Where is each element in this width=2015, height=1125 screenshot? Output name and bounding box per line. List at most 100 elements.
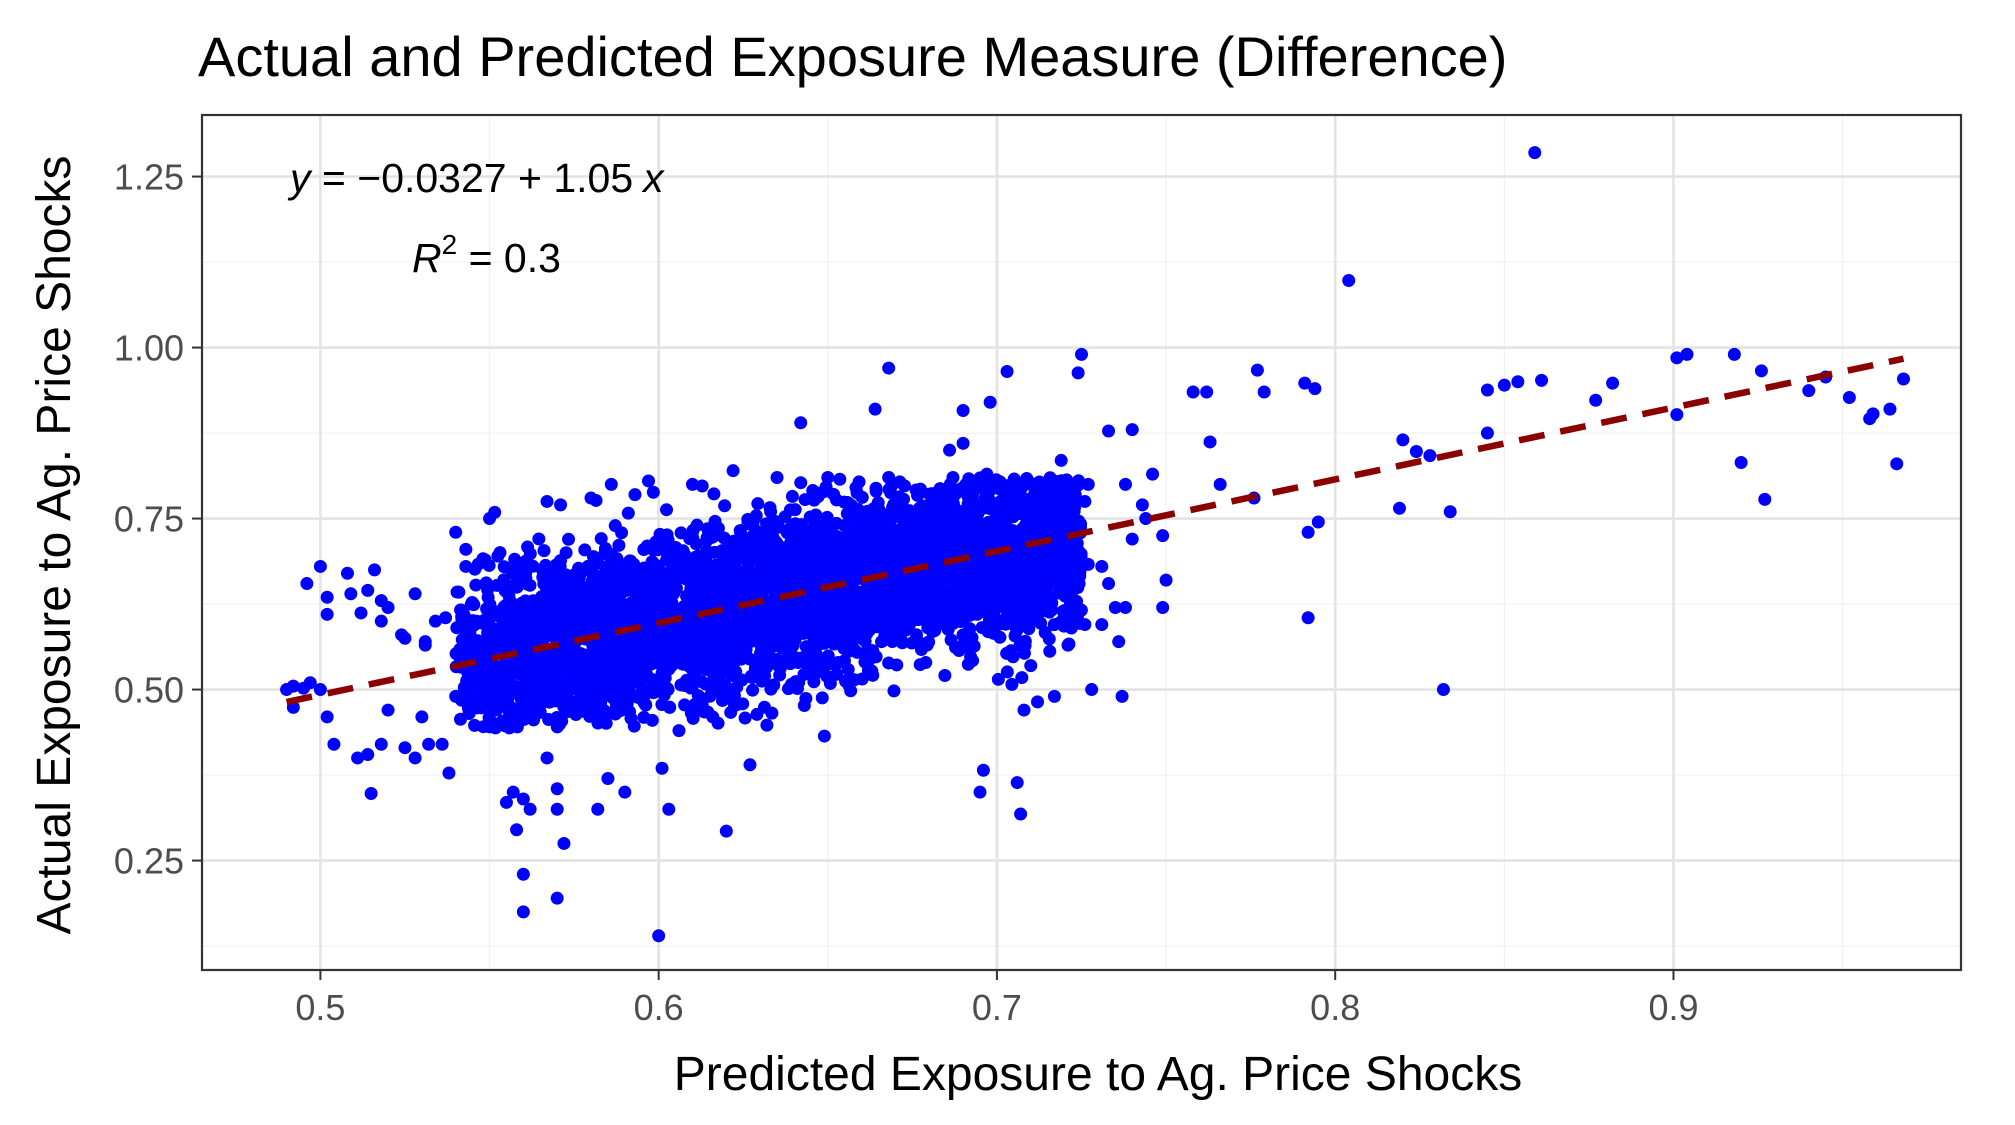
scatter-point	[669, 541, 683, 555]
scatter-point	[976, 763, 990, 777]
scatter-point	[751, 497, 765, 511]
scatter-point	[735, 673, 749, 687]
scatter-point	[797, 698, 811, 712]
scatter-point	[488, 721, 502, 735]
scatter-point	[770, 608, 784, 622]
scatter-point	[741, 512, 755, 526]
scatter-point	[580, 691, 594, 705]
scatter-point	[1064, 621, 1078, 635]
scatter-point	[965, 502, 979, 516]
scatter-point	[674, 526, 688, 540]
scatter-point	[603, 662, 617, 676]
scatter-point	[921, 589, 935, 603]
scatter-point	[516, 905, 530, 919]
scatter-point	[499, 795, 513, 809]
scatter-point	[784, 526, 798, 540]
scatter-point	[546, 659, 560, 673]
scatter-point	[1054, 453, 1068, 467]
scatter-point	[726, 609, 740, 623]
scatter-point	[845, 576, 859, 590]
scatter-point	[351, 751, 365, 765]
scatter-point	[478, 553, 492, 567]
scatter-point	[909, 483, 923, 497]
scatter-point	[944, 633, 958, 647]
scatter-point	[510, 720, 524, 734]
scatter-point	[556, 660, 570, 674]
scatter-point	[613, 660, 627, 674]
scatter-point	[1257, 385, 1271, 399]
scatter-point	[975, 525, 989, 539]
scatter-point	[723, 644, 737, 658]
scatter-point	[745, 529, 759, 543]
scatter-point	[1480, 383, 1494, 397]
scatter-point	[1890, 457, 1904, 471]
scatter-point	[511, 628, 525, 642]
scatter-point	[422, 737, 436, 751]
scatter-point	[968, 594, 982, 608]
x-tick-label: 0.8	[1310, 987, 1360, 1028]
scatter-point	[860, 615, 874, 629]
scatter-point	[781, 649, 795, 663]
scatter-point	[868, 402, 882, 416]
scatter-point	[374, 614, 388, 628]
scatter-point	[890, 538, 904, 552]
scatter-point	[873, 606, 887, 620]
scatter-point	[764, 682, 778, 696]
scatter-point	[300, 577, 314, 591]
scatter-point	[344, 587, 358, 601]
scatter-point	[1670, 408, 1684, 422]
scatter-point	[993, 630, 1007, 644]
scatter-point	[1015, 500, 1029, 514]
scatter-point	[724, 597, 738, 611]
scatter-point	[738, 711, 752, 725]
scatter-point	[907, 610, 921, 624]
scatter-point	[883, 514, 897, 528]
scatter-point	[918, 567, 932, 581]
scatter-point	[468, 680, 482, 694]
scatter-point	[1043, 644, 1057, 658]
scatter-point	[815, 691, 829, 705]
scatter-point	[408, 751, 422, 765]
r2-r: R	[412, 235, 442, 281]
scatter-point	[1036, 518, 1050, 532]
scatter-point	[946, 471, 960, 485]
scatter-point	[880, 554, 894, 568]
scatter-point	[627, 719, 641, 733]
scatter-point	[483, 611, 497, 625]
scatter-point	[1039, 499, 1053, 513]
scatter-point	[803, 510, 817, 524]
scatter-point	[970, 607, 984, 621]
scatter-point	[890, 658, 904, 672]
scatter-point	[642, 474, 656, 488]
scatter-point	[313, 683, 327, 697]
scatter-point	[604, 477, 618, 491]
scatter-point	[1014, 598, 1028, 612]
scatter-point	[1038, 625, 1052, 639]
scatter-point	[1125, 423, 1139, 437]
scatter-point	[924, 607, 938, 621]
scatter-point	[609, 695, 623, 709]
scatter-point	[724, 705, 738, 719]
scatter-point	[562, 675, 576, 689]
scatter-point	[817, 729, 831, 743]
scatter-point	[1068, 500, 1082, 514]
scatter-point	[739, 579, 753, 593]
scatter-point	[790, 627, 804, 641]
scatter-point	[747, 540, 761, 554]
scatter-point	[639, 664, 653, 678]
scatter-point	[866, 668, 880, 682]
scatter-point	[959, 481, 973, 495]
scatter-point	[778, 510, 792, 524]
scatter-point	[520, 577, 534, 591]
scatter-point	[895, 553, 909, 567]
scatter-point	[882, 482, 896, 496]
scatter-point	[1058, 589, 1072, 603]
scatter-point	[327, 737, 341, 751]
scatter-point	[398, 631, 412, 645]
scatter-point	[661, 585, 675, 599]
scatter-point	[462, 707, 476, 721]
scatter-point	[1069, 476, 1083, 490]
scatter-point	[510, 823, 524, 837]
equation-intercept: 0.0327	[381, 155, 506, 201]
scatter-point	[965, 566, 979, 580]
